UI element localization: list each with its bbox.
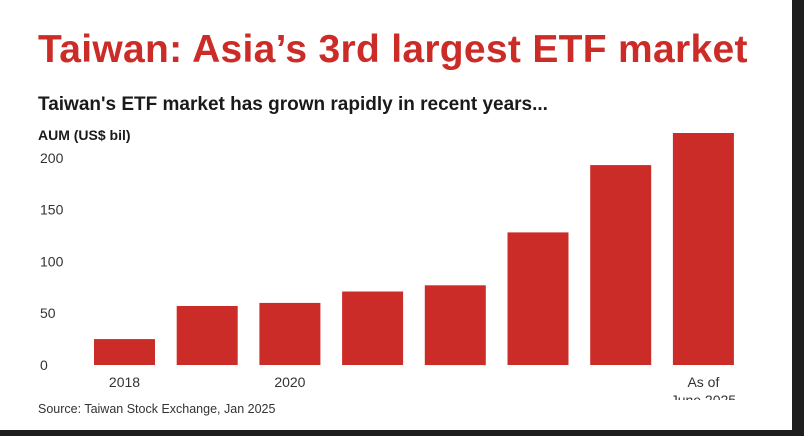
x-tick-label: 2020 xyxy=(274,374,305,390)
chart-subtitle: Taiwan's ETF market has grown rapidly in… xyxy=(38,94,548,115)
x-tick-label: June 2025 xyxy=(671,392,737,400)
bar-2019 xyxy=(176,306,238,365)
y-axis-label: AUM (US$ bil) xyxy=(38,127,131,143)
y-tick-label: 150 xyxy=(40,202,64,218)
x-tick-label: As of xyxy=(687,374,719,390)
bar-2022 xyxy=(424,285,486,366)
bar-2023 xyxy=(507,232,569,365)
x-tick-label: 2018 xyxy=(109,374,140,390)
y-tick-label: 50 xyxy=(40,305,56,321)
bar-2024 xyxy=(590,165,652,365)
y-tick-label: 200 xyxy=(40,150,64,166)
chart-title: Taiwan: Asia’s 3rd largest ETF market xyxy=(38,28,748,71)
y-tick-label: 100 xyxy=(40,253,64,269)
chart-card: Taiwan: Asia’s 3rd largest ETF market Ta… xyxy=(0,0,792,430)
bar-as-of-june-2025 xyxy=(672,133,734,365)
y-tick-label: 0 xyxy=(40,357,48,373)
bar-chart: 0 50 100 150 200 2018 2020 As of June 2025 xyxy=(40,133,737,400)
bar-2021 xyxy=(342,291,404,365)
bar-2018 xyxy=(94,339,155,365)
bar-2020 xyxy=(259,302,321,365)
source-note: Source: Taiwan Stock Exchange, Jan 2025 xyxy=(38,402,276,416)
